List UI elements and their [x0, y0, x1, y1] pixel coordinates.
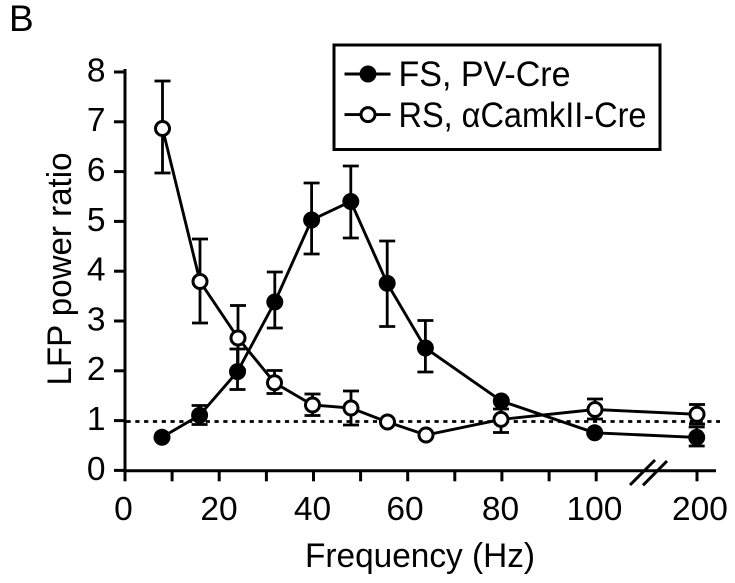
svg-text:100: 100	[567, 491, 623, 528]
svg-text:Frequency (Hz): Frequency (Hz)	[305, 537, 535, 575]
svg-text:20: 20	[200, 491, 237, 528]
svg-text:40: 40	[294, 491, 331, 528]
svg-text:RS, αCamkII-Cre: RS, αCamkII-Cre	[399, 96, 647, 135]
svg-text:8: 8	[87, 52, 106, 89]
svg-text:0: 0	[114, 491, 133, 528]
svg-text:80: 80	[482, 491, 519, 528]
svg-text:0: 0	[87, 451, 106, 488]
svg-text:3: 3	[87, 301, 106, 338]
svg-text:7: 7	[87, 102, 106, 139]
svg-text:FS, PV-Cre: FS, PV-Cre	[399, 55, 571, 94]
svg-text:B: B	[9, 0, 34, 39]
svg-text:200: 200	[672, 491, 728, 528]
svg-text:5: 5	[87, 202, 106, 239]
svg-text:LFP power ratio: LFP power ratio	[41, 153, 79, 386]
svg-text:2: 2	[87, 351, 106, 388]
svg-text:6: 6	[87, 152, 106, 189]
svg-text:1: 1	[87, 401, 106, 438]
svg-text:60: 60	[386, 491, 423, 528]
svg-text:4: 4	[87, 252, 106, 289]
